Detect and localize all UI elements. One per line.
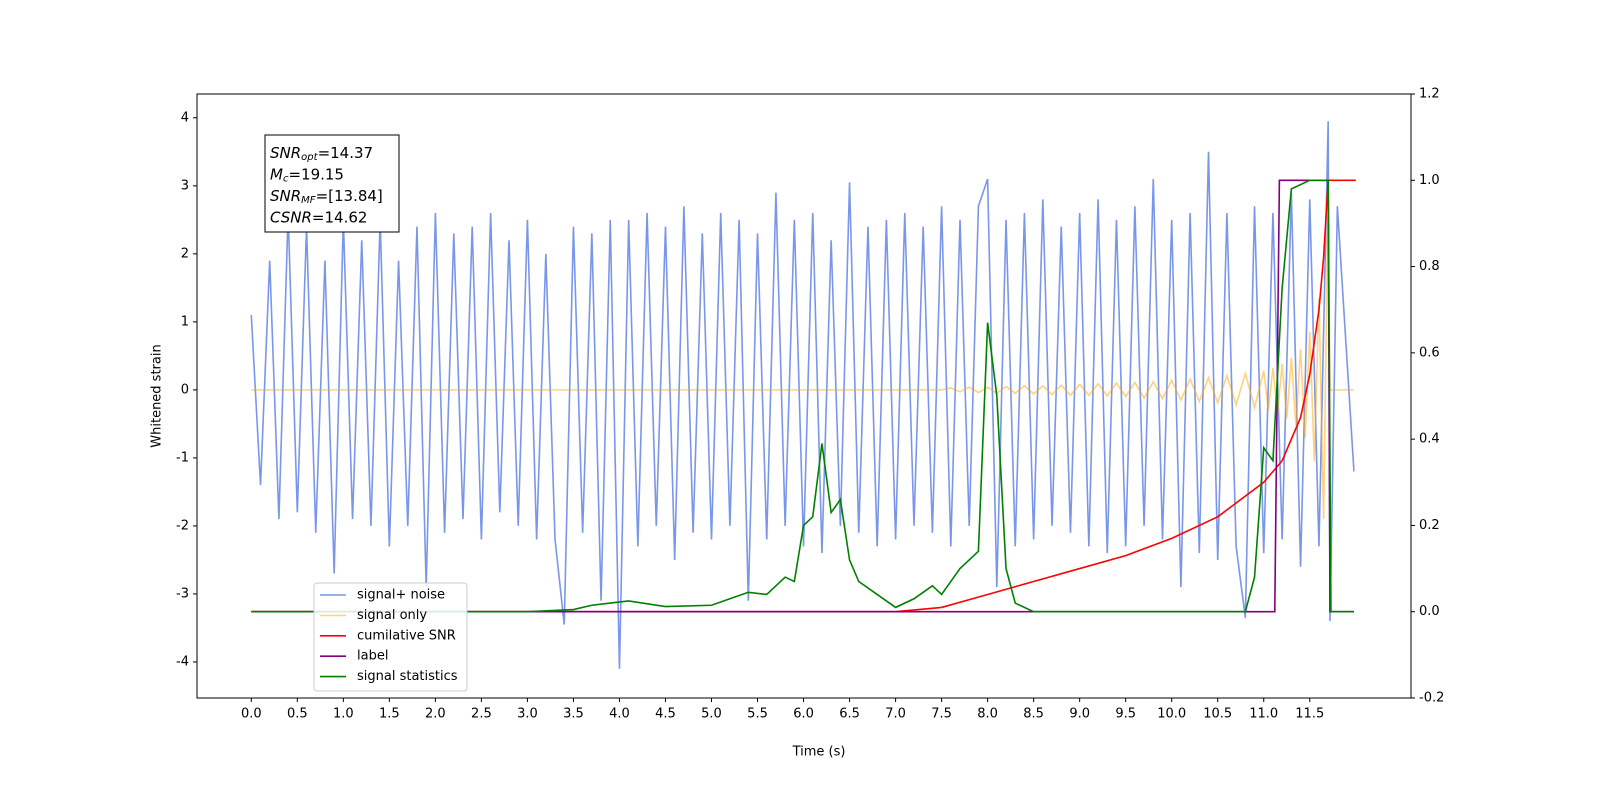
x-tick-label: 4.0 — [609, 707, 630, 722]
x-tick-label: 9.0 — [1069, 707, 1090, 722]
annotation-sub: c — [283, 174, 289, 185]
y-tick-label: 0 — [181, 382, 189, 397]
annotation-value: =14.37 — [318, 144, 374, 162]
series-line — [251, 179, 1356, 613]
legend-label: cumilative SNR — [357, 628, 456, 643]
x-tick-label: 2.5 — [471, 707, 492, 722]
x-axis-label: Time (s) — [792, 745, 846, 760]
legend-label: signal only — [357, 608, 427, 623]
x-tick-label: 11.0 — [1249, 707, 1278, 722]
x-tick-label: 7.0 — [885, 707, 906, 722]
y-tick-label: -2 — [176, 518, 189, 533]
x-tick-label: 5.5 — [747, 707, 768, 722]
y2-tick-label: 0.6 — [1419, 345, 1440, 360]
y2-tick-label: 1.2 — [1419, 87, 1440, 102]
x-tick-label: 6.0 — [793, 707, 814, 722]
x-tick-label: 4.5 — [655, 707, 676, 722]
y-tick-label: 3 — [181, 178, 189, 193]
y-tick-label: -3 — [176, 586, 189, 601]
series-line — [250, 121, 1355, 669]
y2-tick-label: -0.2 — [1419, 691, 1444, 706]
annotation-value: =19.15 — [288, 165, 344, 183]
x-tick-label: 10.0 — [1157, 707, 1186, 722]
annotation: Mc=19.15 — [270, 165, 344, 185]
x-tick-label: 1.0 — [333, 707, 354, 722]
legend-label: signal statistics — [357, 669, 458, 684]
x-tick-label: 5.0 — [701, 707, 722, 722]
annotation-base: SNR — [270, 144, 301, 162]
y-tick-label: 4 — [181, 110, 189, 125]
y2-tick-label: 0.4 — [1419, 432, 1440, 447]
y-tick-label: -1 — [176, 450, 189, 465]
series-line — [251, 192, 1354, 520]
annotation-value: =[13.84] — [316, 187, 383, 205]
x-tick-label: 3.5 — [563, 707, 584, 722]
x-tick-label: 8.5 — [1023, 707, 1044, 722]
legend-label: label — [357, 649, 388, 664]
x-tick-label: 0.5 — [287, 707, 308, 722]
x-tick-label: 7.5 — [931, 707, 952, 722]
legend-box — [313, 582, 468, 692]
y-tick-label: 1 — [181, 314, 189, 329]
annotation-box — [264, 134, 400, 233]
annotation-base: CSNR — [270, 208, 312, 226]
y2-tick-label: 1.0 — [1419, 173, 1440, 188]
x-tick-label: 6.5 — [839, 707, 860, 722]
annotation: CSNR=14.62 — [270, 208, 367, 226]
annotation-base: M — [270, 165, 283, 183]
annotation-value: =14.62 — [312, 208, 368, 226]
y-tick-label: -4 — [176, 654, 189, 669]
x-tick-label: 1.5 — [379, 707, 400, 722]
y-axis-label: Whitened strain — [150, 344, 165, 447]
y-tick-label: 2 — [181, 246, 189, 261]
series-line — [251, 179, 1354, 613]
x-tick-label: 0.0 — [241, 707, 262, 722]
x-tick-label: 11.5 — [1295, 707, 1324, 722]
x-tick-label: 10.5 — [1203, 707, 1232, 722]
annotation: SNRMF=[13.84] — [270, 187, 383, 207]
x-tick-label: 8.0 — [977, 707, 998, 722]
annotation-sub: opt — [301, 152, 318, 163]
x-tick-label: 9.5 — [1115, 707, 1136, 722]
x-tick-label: 2.0 — [425, 707, 446, 722]
annotation-sub: MF — [301, 195, 316, 206]
y2-tick-label: 0.0 — [1419, 604, 1440, 619]
legend-label: signal+ noise — [357, 588, 445, 603]
y2-tick-label: 0.8 — [1419, 259, 1440, 274]
y2-tick-label: 0.2 — [1419, 518, 1440, 533]
annotation: SNRopt=14.37 — [270, 144, 373, 164]
x-tick-label: 3.0 — [517, 707, 538, 722]
annotation-base: SNR — [270, 187, 301, 205]
